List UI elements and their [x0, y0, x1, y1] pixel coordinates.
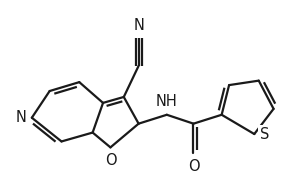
- Text: N: N: [15, 110, 27, 125]
- Text: N: N: [133, 18, 144, 33]
- Text: O: O: [188, 159, 199, 174]
- Text: S: S: [260, 127, 269, 142]
- Text: NH: NH: [156, 94, 178, 109]
- Text: O: O: [105, 153, 116, 168]
